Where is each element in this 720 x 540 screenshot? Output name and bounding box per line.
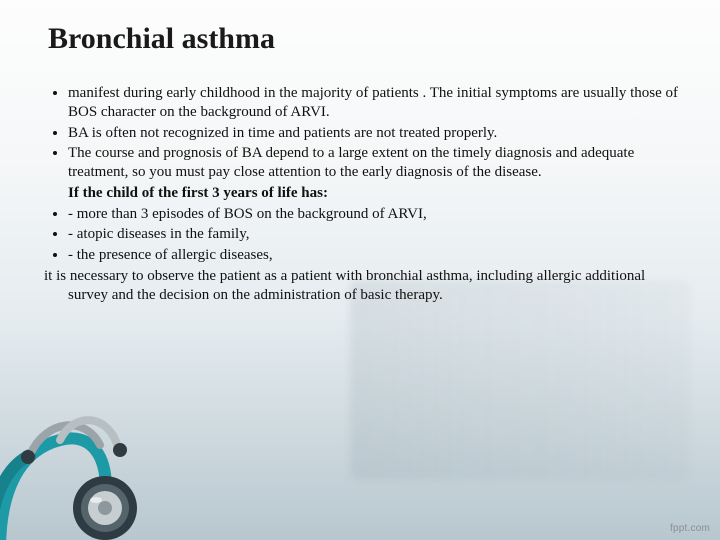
stethoscope-icon <box>0 360 240 540</box>
content-block: manifest during early childhood in the m… <box>44 84 682 304</box>
list-item: - atopic diseases in the family, <box>68 225 682 244</box>
emphasis-line: If the child of the first 3 years of lif… <box>68 184 682 203</box>
bullet-list-2: - more than 3 episodes of BOS on the bac… <box>44 205 682 265</box>
slide: Bronchial asthma manifest during early c… <box>0 0 720 540</box>
page-title: Bronchial asthma <box>48 22 275 56</box>
list-item: - the presence of allergic diseases, <box>68 246 682 265</box>
bullet-list-1: manifest during early childhood in the m… <box>44 84 682 182</box>
list-item: manifest during early childhood in the m… <box>68 84 682 122</box>
closing-paragraph: it is necessary to observe the patient a… <box>44 267 682 305</box>
attribution-text: fppt.com <box>670 523 710 534</box>
list-item: - more than 3 episodes of BOS on the bac… <box>68 205 682 224</box>
list-item: The course and prognosis of BA depend to… <box>68 144 682 182</box>
list-item: BA is often not recognized in time and p… <box>68 124 682 143</box>
